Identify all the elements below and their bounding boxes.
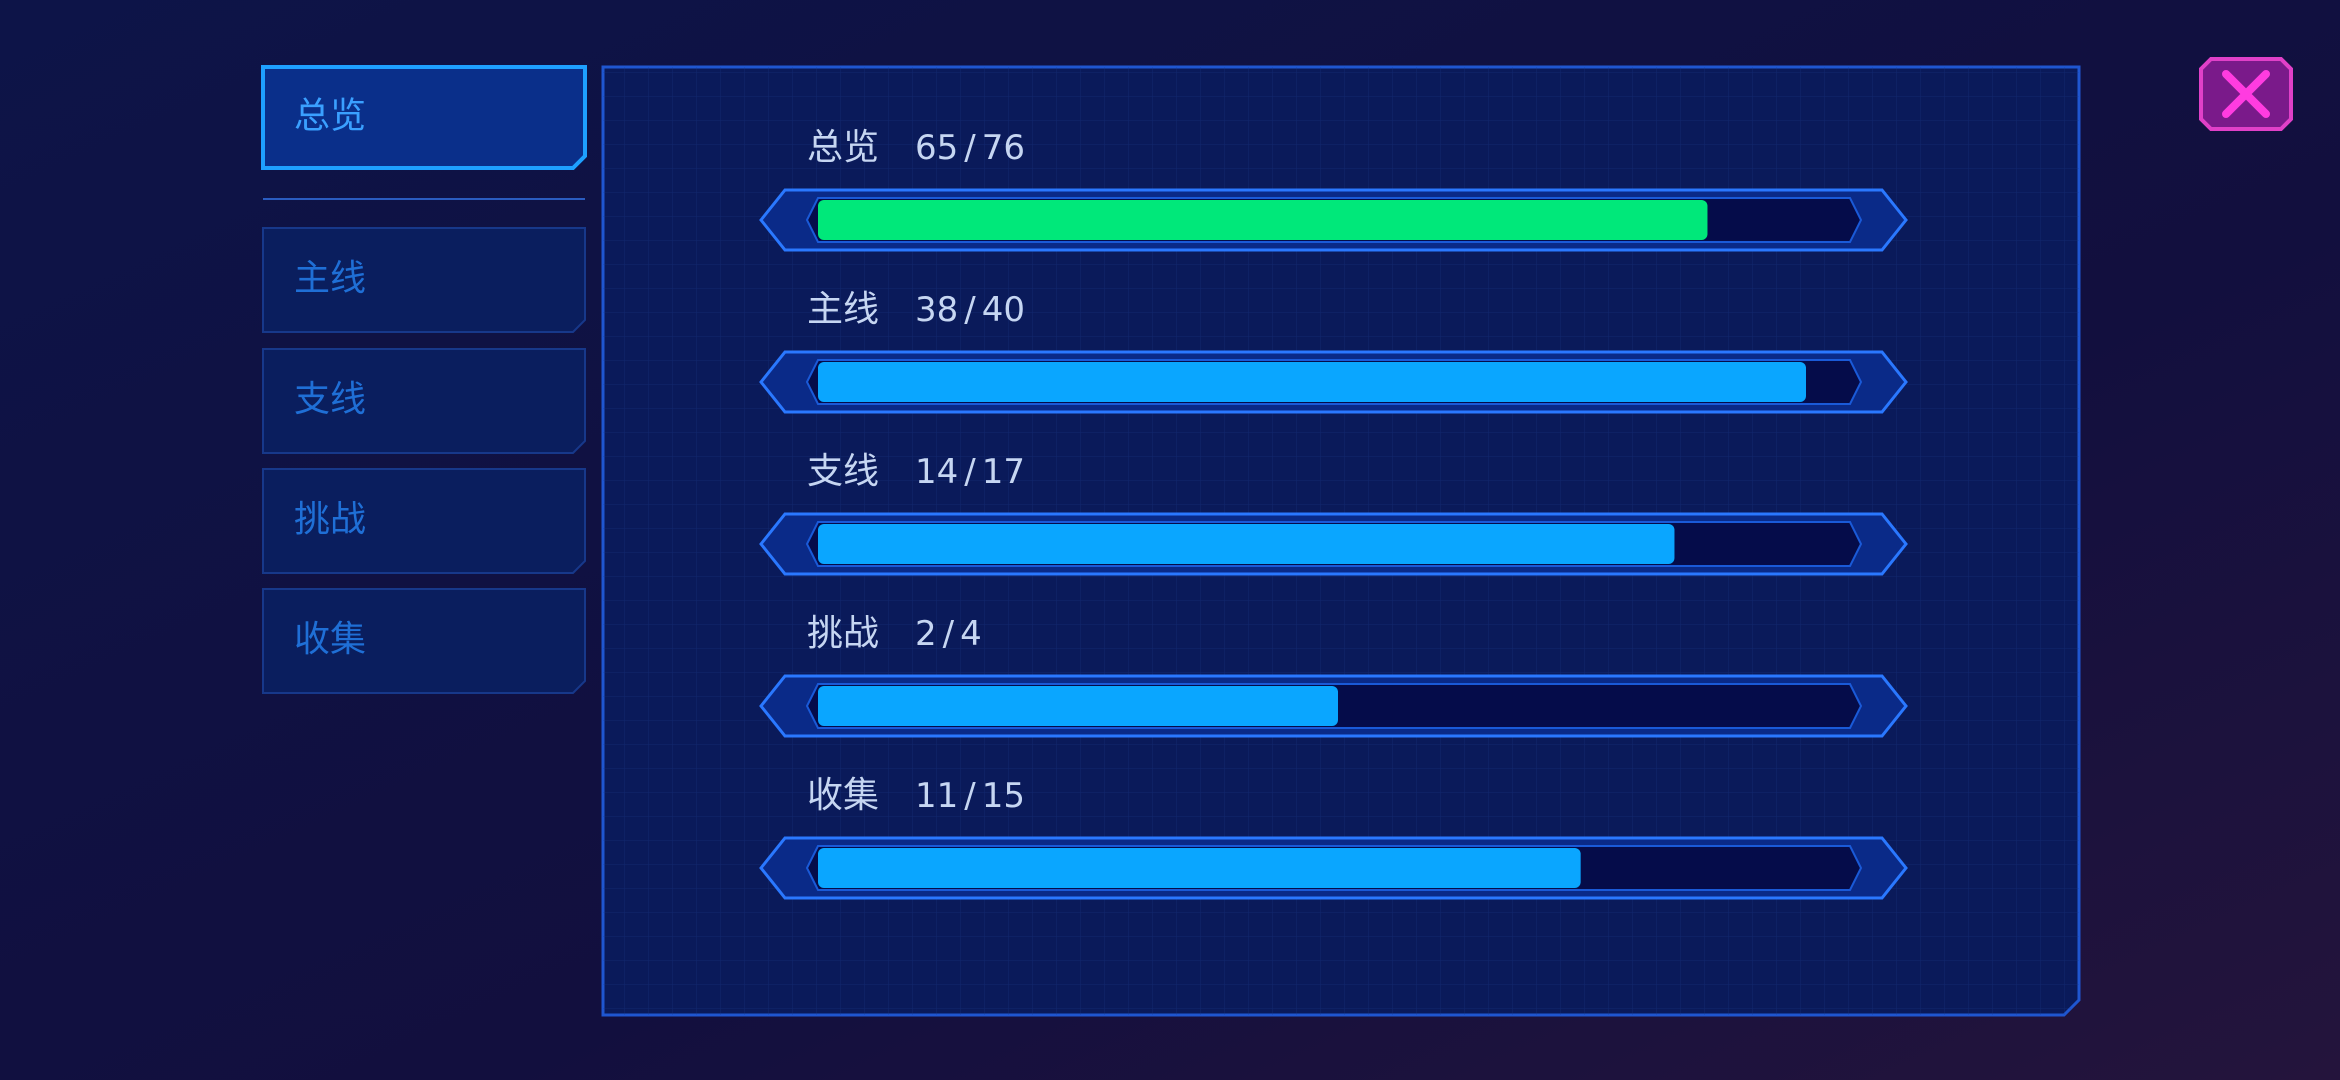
tab-label: 支线 <box>294 379 366 420</box>
tab[interactable]: 收集 <box>262 588 586 694</box>
count-total: 17 <box>982 452 1025 492</box>
progress-row: 挑战 2/4 <box>759 613 1908 738</box>
count-total: 4 <box>960 614 982 654</box>
tab-frame <box>262 227 586 333</box>
progress-row: 支线 14/17 <box>759 451 1908 576</box>
count-separator: / <box>943 614 955 654</box>
row-count: 65/76 <box>915 128 1025 168</box>
row-label: 挑战 <box>807 613 879 654</box>
bar-fill <box>818 848 1581 888</box>
tab-frame <box>262 588 586 694</box>
progress-row: 主线 38/40 <box>759 289 1908 414</box>
tab-frame <box>261 65 587 170</box>
tab[interactable]: 支线 <box>262 348 586 454</box>
row-label: 支线 <box>807 451 879 492</box>
row-count: 2/4 <box>915 614 982 654</box>
bar-fill <box>818 200 1708 240</box>
tab-label: 主线 <box>294 258 366 299</box>
count-total: 40 <box>982 290 1025 330</box>
count-total: 15 <box>982 776 1025 816</box>
count-separator: / <box>964 128 976 168</box>
row-count: 11/15 <box>915 776 1025 816</box>
tab[interactable]: 总览 <box>261 65 587 170</box>
row-label: 收集 <box>807 775 879 816</box>
tab-frame <box>262 468 586 574</box>
progress-row: 收集 11/15 <box>759 775 1908 900</box>
row-count: 38/40 <box>915 290 1025 330</box>
tab-label: 总览 <box>294 96 366 137</box>
count-done: 65 <box>915 128 958 168</box>
tab-frame <box>262 348 586 454</box>
count-separator: / <box>964 290 976 330</box>
row-count: 14/17 <box>915 452 1025 492</box>
progress-row: 总览 65/76 <box>759 127 1908 252</box>
count-separator: / <box>964 452 976 492</box>
tab-label: 挑战 <box>294 499 366 540</box>
count-done: 14 <box>915 452 958 492</box>
count-done: 11 <box>915 776 958 816</box>
bar-fill <box>818 362 1806 402</box>
tab[interactable]: 主线 <box>262 227 586 333</box>
count-done: 38 <box>915 290 958 330</box>
tab-label: 收集 <box>294 619 366 660</box>
row-label: 总览 <box>807 127 879 168</box>
close-button[interactable] <box>2199 57 2293 131</box>
row-label: 主线 <box>807 289 879 330</box>
count-done: 2 <box>915 614 937 654</box>
bar-fill <box>818 524 1675 564</box>
tab[interactable]: 挑战 <box>262 468 586 574</box>
bar-fill <box>818 686 1338 726</box>
count-total: 76 <box>982 128 1025 168</box>
count-separator: / <box>964 776 976 816</box>
